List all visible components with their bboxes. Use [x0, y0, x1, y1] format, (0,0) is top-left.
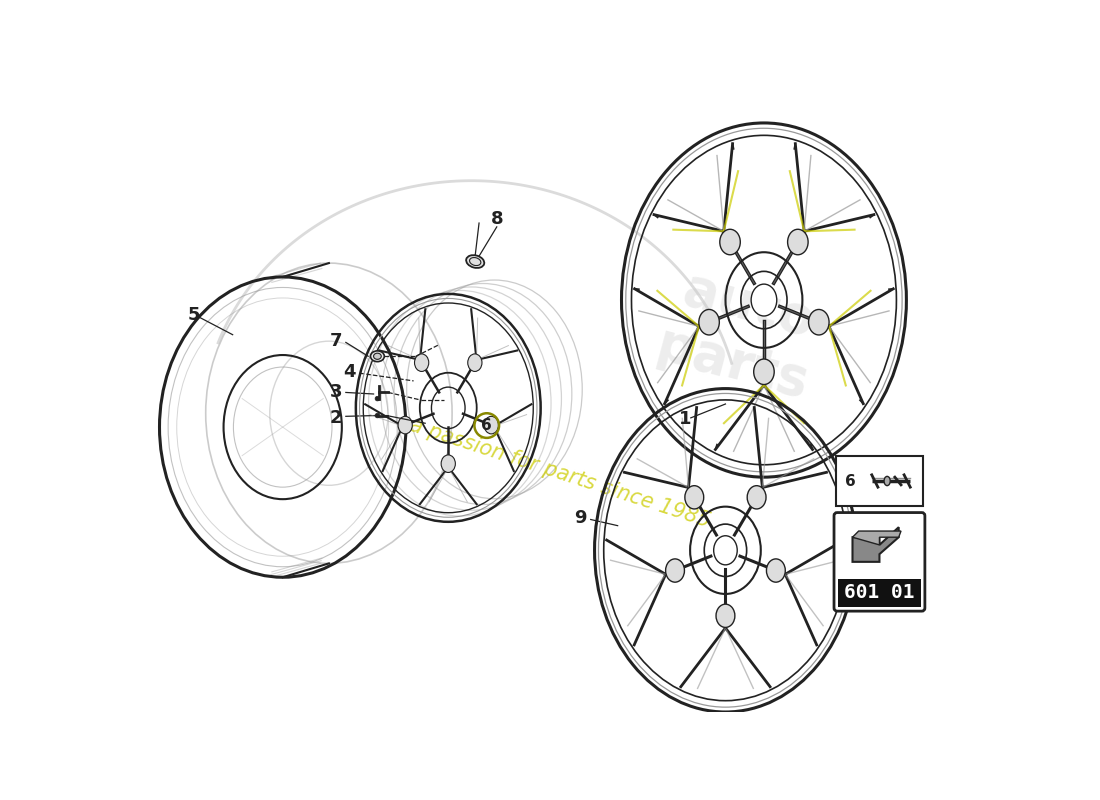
Ellipse shape [371, 351, 384, 362]
Text: 7: 7 [330, 332, 342, 350]
Ellipse shape [884, 476, 890, 486]
Text: 601 01: 601 01 [844, 583, 915, 602]
Bar [838, 578, 921, 606]
Text: 1: 1 [680, 410, 692, 429]
Text: 5: 5 [188, 306, 200, 325]
Ellipse shape [398, 416, 412, 434]
Ellipse shape [698, 310, 719, 335]
Ellipse shape [441, 455, 455, 473]
Ellipse shape [415, 354, 429, 371]
Ellipse shape [666, 559, 684, 582]
Text: 6: 6 [845, 474, 856, 489]
Ellipse shape [466, 255, 484, 268]
Ellipse shape [754, 359, 774, 385]
Ellipse shape [468, 354, 482, 371]
FancyBboxPatch shape [834, 513, 925, 611]
Ellipse shape [747, 486, 766, 509]
Ellipse shape [751, 284, 777, 316]
Ellipse shape [716, 604, 735, 627]
Ellipse shape [788, 230, 808, 254]
Text: auto
parts: auto parts [651, 260, 830, 409]
Ellipse shape [685, 486, 704, 509]
Text: 9: 9 [574, 509, 587, 527]
Ellipse shape [374, 353, 382, 359]
Text: 3: 3 [330, 383, 342, 402]
Text: 4: 4 [343, 362, 356, 381]
Ellipse shape [375, 414, 379, 418]
Ellipse shape [714, 536, 737, 565]
Polygon shape [852, 531, 901, 545]
Text: a passion for parts since 1985: a passion for parts since 1985 [407, 415, 713, 531]
Text: 6: 6 [482, 418, 492, 433]
Ellipse shape [808, 310, 829, 335]
Polygon shape [852, 527, 899, 562]
FancyBboxPatch shape [836, 456, 923, 506]
Ellipse shape [767, 559, 785, 582]
Ellipse shape [719, 230, 740, 254]
Text: 2: 2 [330, 409, 342, 427]
Text: 8: 8 [491, 210, 503, 228]
Ellipse shape [375, 396, 379, 401]
Ellipse shape [484, 416, 498, 434]
